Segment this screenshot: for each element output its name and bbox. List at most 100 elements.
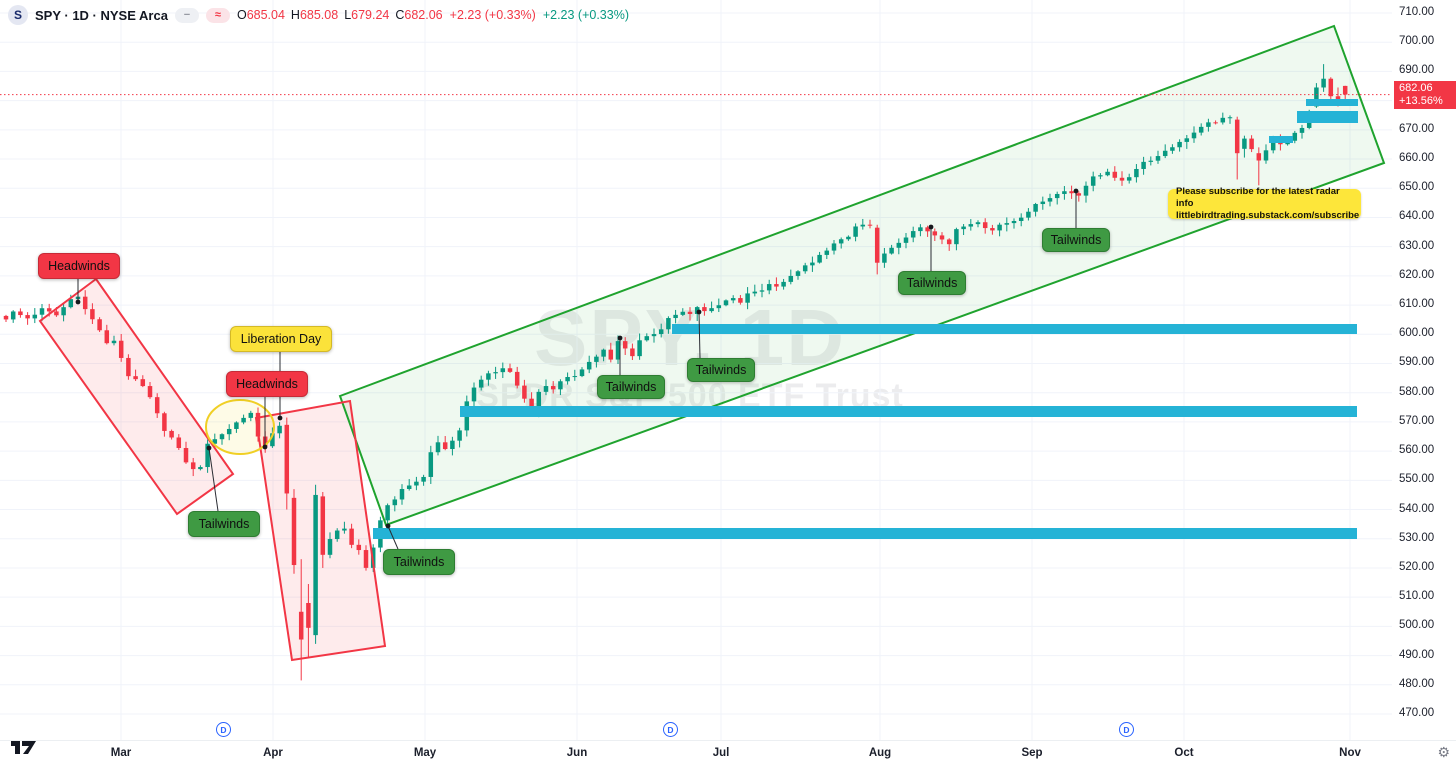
- candle: [1054, 193, 1060, 199]
- headwinds-label-1[interactable]: Headwinds: [38, 253, 120, 279]
- candle: [918, 227, 923, 232]
- candle: [1256, 153, 1262, 161]
- candle: [651, 334, 657, 337]
- tailwinds-label-2-leader: [387, 525, 399, 550]
- symbol-title[interactable]: SPY · 1D · NYSE Arca: [35, 7, 168, 23]
- candle: [1026, 211, 1031, 218]
- candle: [637, 340, 642, 357]
- candle: [615, 341, 621, 360]
- candle: [226, 428, 232, 435]
- candle: [601, 349, 606, 357]
- candle: [414, 481, 419, 486]
- price-tick: 560.00: [1399, 444, 1435, 457]
- price-tick: 580.00: [1399, 385, 1435, 398]
- price-zone-band[interactable]: [460, 406, 1357, 417]
- price-tick: 700.00: [1399, 35, 1435, 48]
- price-tick: 530.00: [1399, 531, 1435, 544]
- candle: [644, 336, 650, 341]
- tailwinds-label-4-leader: [698, 311, 701, 359]
- highlight-ellipse[interactable]: [205, 399, 275, 455]
- candle: [10, 311, 16, 320]
- candle: [54, 311, 59, 316]
- candle: [478, 379, 484, 388]
- candle: [810, 262, 815, 266]
- tradingview-logo[interactable]: [11, 738, 37, 755]
- price-axis[interactable]: 682.06 +13.56% 470.00 480.00 490.00 500.00 5…: [1393, 0, 1456, 740]
- subscribe-note-line1: Please subscribe for the latest radar in…: [1176, 186, 1340, 210]
- candle: [932, 231, 938, 236]
- time-axis[interactable]: Mar Apr May Jun Jul Aug Sep Oct Nov D D D: [0, 722, 1456, 763]
- timezone-settings-button[interactable]: ⚙: [1437, 744, 1450, 761]
- candle: [824, 250, 830, 255]
- price-tick: 610.00: [1399, 298, 1435, 311]
- candle: [882, 253, 887, 263]
- candle: [903, 237, 909, 243]
- low-label: L: [344, 8, 352, 22]
- price-tick: 710.00: [1399, 6, 1435, 18]
- candle: [1249, 138, 1254, 150]
- candle: [46, 308, 52, 312]
- candle: [392, 499, 398, 506]
- candle: [457, 430, 462, 441]
- tailwinds-label-4[interactable]: Tailwinds: [687, 358, 755, 382]
- tailwinds-label-2[interactable]: Tailwinds: [383, 549, 455, 575]
- current-price-percent: +13.56%: [1399, 95, 1443, 108]
- dividend-marker[interactable]: D: [663, 722, 678, 737]
- candle: [925, 227, 930, 232]
- collapse-indicator-pill[interactable]: −: [174, 7, 199, 23]
- candle: [450, 440, 455, 450]
- month-label-jun: Jun: [566, 747, 588, 759]
- dividend-marker[interactable]: D: [216, 722, 231, 737]
- candle: [1184, 138, 1190, 142]
- candle: [1119, 177, 1125, 181]
- chart-canvas[interactable]: [0, 0, 1392, 740]
- candle: [1321, 78, 1326, 88]
- candle: [529, 398, 534, 411]
- liberation-day-label[interactable]: Liberation Day: [230, 326, 332, 352]
- candle: [306, 603, 311, 628]
- symbol-logo[interactable]: S: [8, 5, 28, 25]
- bar-change-value: +2.23 (+0.33%): [449, 8, 536, 22]
- candle: [399, 488, 405, 500]
- candle: [1004, 223, 1010, 225]
- tailwinds-label-1[interactable]: Tailwinds: [188, 511, 260, 537]
- tailwinds-label-6-anchor-dot: [1073, 188, 1079, 194]
- candle: [673, 314, 678, 319]
- candle: [1040, 201, 1046, 205]
- candle: [1018, 217, 1024, 221]
- dividend-marker[interactable]: D: [1119, 722, 1134, 737]
- tailwinds-label-3[interactable]: Tailwinds: [597, 375, 665, 399]
- high-value: 685.08: [299, 8, 339, 22]
- tailwinds-label-6[interactable]: Tailwinds: [1042, 228, 1110, 252]
- price-tick: 510.00: [1399, 590, 1435, 603]
- candle: [493, 372, 498, 374]
- candle: [831, 243, 837, 251]
- headwinds-box[interactable]: [254, 399, 387, 662]
- candle: [1206, 122, 1211, 127]
- candle: [118, 340, 124, 358]
- candle: [291, 497, 297, 566]
- candle: [1198, 126, 1204, 133]
- month-label-may: May: [413, 747, 437, 759]
- candle: [536, 391, 542, 411]
- price-zone-band[interactable]: [1269, 136, 1293, 143]
- headwinds-box[interactable]: [38, 277, 235, 516]
- candle: [889, 247, 894, 254]
- price-zone-band[interactable]: [672, 324, 1357, 334]
- candle: [356, 544, 362, 551]
- headwinds-label-2[interactable]: Headwinds: [226, 371, 308, 397]
- candle: [1170, 147, 1175, 151]
- approx-indicator-pill[interactable]: ≈: [205, 7, 230, 23]
- candle: [183, 448, 189, 463]
- price-zone-band[interactable]: [1306, 99, 1358, 106]
- subscribe-note[interactable]: Please subscribe for the latest radar in…: [1168, 186, 1361, 221]
- trend-channel-fill: [340, 26, 1384, 525]
- trend-channel[interactable]: [338, 24, 1386, 527]
- tailwinds-label-5[interactable]: Tailwinds: [898, 271, 966, 295]
- candle: [1069, 191, 1074, 194]
- price-zone-band[interactable]: [1297, 111, 1358, 123]
- price-zone-band[interactable]: [373, 528, 1357, 539]
- candle: [946, 239, 952, 245]
- candle: [154, 397, 160, 414]
- candle: [97, 319, 102, 331]
